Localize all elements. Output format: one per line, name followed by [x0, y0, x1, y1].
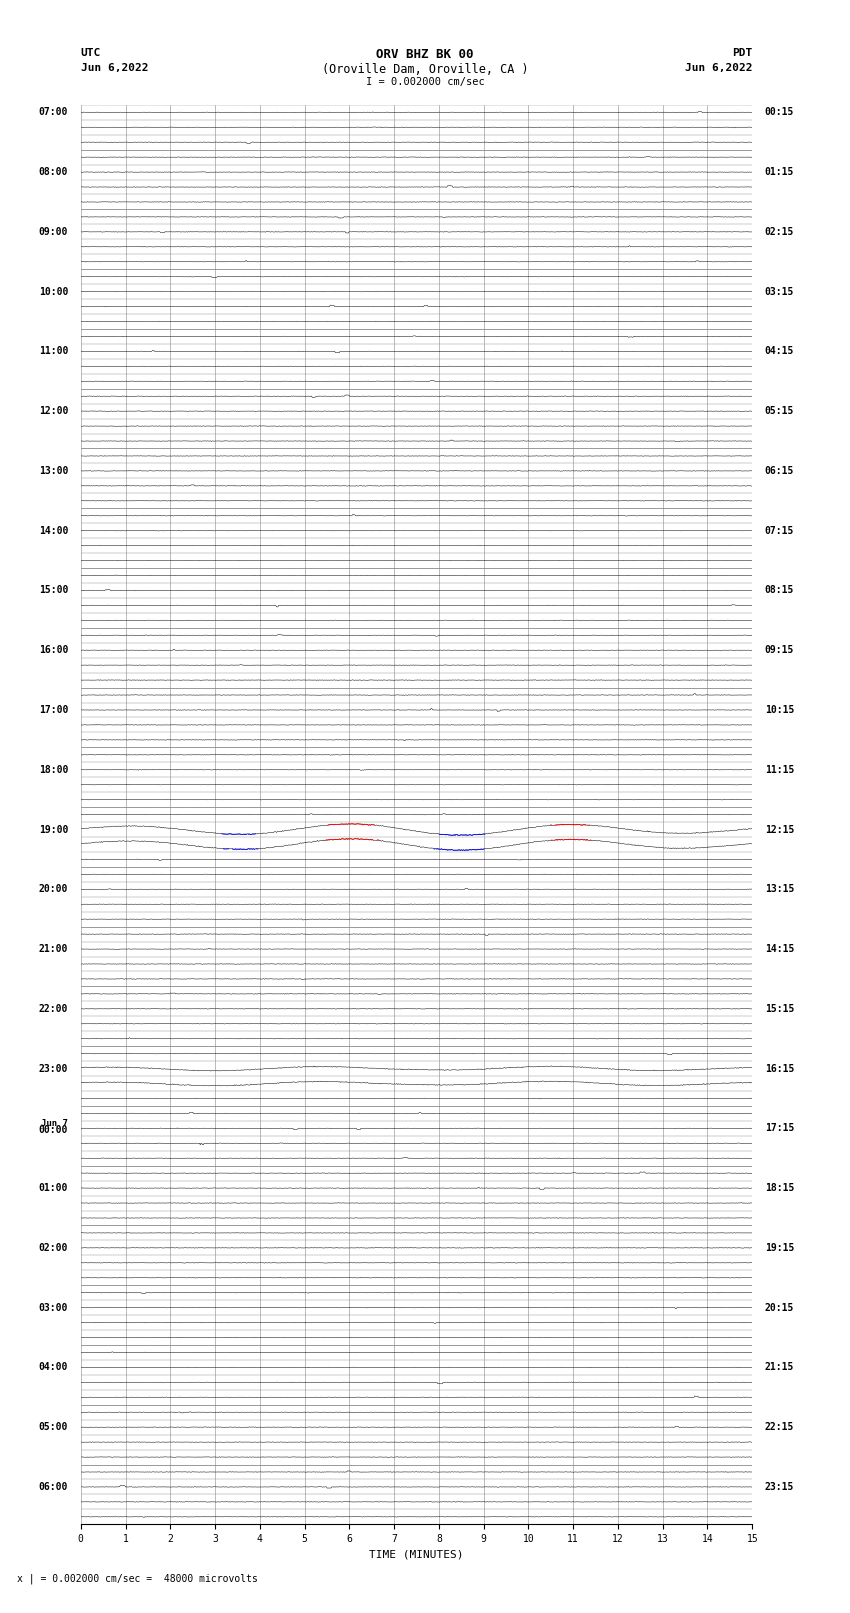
Text: 08:00: 08:00	[39, 168, 68, 177]
Text: Jun 7: Jun 7	[42, 1118, 68, 1127]
Text: 19:15: 19:15	[765, 1244, 794, 1253]
Text: 18:15: 18:15	[765, 1182, 794, 1194]
Text: 10:15: 10:15	[765, 705, 794, 715]
Text: 13:15: 13:15	[765, 884, 794, 894]
Text: ORV BHZ BK 00: ORV BHZ BK 00	[377, 48, 473, 61]
Text: 13:00: 13:00	[39, 466, 68, 476]
Text: 00:00: 00:00	[39, 1124, 68, 1136]
Text: 23:15: 23:15	[765, 1482, 794, 1492]
Text: 11:15: 11:15	[765, 765, 794, 774]
Text: 21:15: 21:15	[765, 1363, 794, 1373]
Text: 06:15: 06:15	[765, 466, 794, 476]
Text: 19:00: 19:00	[39, 824, 68, 834]
Text: 09:00: 09:00	[39, 227, 68, 237]
Text: 16:00: 16:00	[39, 645, 68, 655]
Text: I = 0.002000 cm/sec: I = 0.002000 cm/sec	[366, 77, 484, 87]
Text: 16:15: 16:15	[765, 1063, 794, 1074]
Text: 23:00: 23:00	[39, 1063, 68, 1074]
Text: 22:00: 22:00	[39, 1003, 68, 1015]
Text: 02:00: 02:00	[39, 1244, 68, 1253]
Text: 15:15: 15:15	[765, 1003, 794, 1015]
Text: 14:15: 14:15	[765, 944, 794, 953]
Text: 01:15: 01:15	[765, 168, 794, 177]
Text: Jun 6,2022: Jun 6,2022	[685, 63, 752, 73]
Text: 22:15: 22:15	[765, 1423, 794, 1432]
Text: 17:00: 17:00	[39, 705, 68, 715]
Text: 12:00: 12:00	[39, 406, 68, 416]
Text: 11:00: 11:00	[39, 347, 68, 356]
Text: 02:15: 02:15	[765, 227, 794, 237]
Text: 20:15: 20:15	[765, 1303, 794, 1313]
Text: 21:00: 21:00	[39, 944, 68, 953]
Text: 20:00: 20:00	[39, 884, 68, 894]
Text: Jun 6,2022: Jun 6,2022	[81, 63, 148, 73]
Text: 00:15: 00:15	[765, 108, 794, 118]
Text: 12:15: 12:15	[765, 824, 794, 834]
Text: 06:00: 06:00	[39, 1482, 68, 1492]
Text: 18:00: 18:00	[39, 765, 68, 774]
Text: 05:00: 05:00	[39, 1423, 68, 1432]
Text: 05:15: 05:15	[765, 406, 794, 416]
Text: 09:15: 09:15	[765, 645, 794, 655]
Text: 03:15: 03:15	[765, 287, 794, 297]
Text: x | = 0.002000 cm/sec =  48000 microvolts: x | = 0.002000 cm/sec = 48000 microvolts	[17, 1573, 258, 1584]
X-axis label: TIME (MINUTES): TIME (MINUTES)	[369, 1550, 464, 1560]
Text: 04:00: 04:00	[39, 1363, 68, 1373]
Text: 01:00: 01:00	[39, 1182, 68, 1194]
Text: (Oroville Dam, Oroville, CA ): (Oroville Dam, Oroville, CA )	[321, 63, 529, 76]
Text: UTC: UTC	[81, 48, 101, 58]
Text: 04:15: 04:15	[765, 347, 794, 356]
Text: 08:15: 08:15	[765, 586, 794, 595]
Text: 17:15: 17:15	[765, 1123, 794, 1134]
Text: 14:00: 14:00	[39, 526, 68, 536]
Text: 10:00: 10:00	[39, 287, 68, 297]
Text: 07:00: 07:00	[39, 108, 68, 118]
Text: 07:15: 07:15	[765, 526, 794, 536]
Text: PDT: PDT	[732, 48, 752, 58]
Text: 03:00: 03:00	[39, 1303, 68, 1313]
Text: 15:00: 15:00	[39, 586, 68, 595]
